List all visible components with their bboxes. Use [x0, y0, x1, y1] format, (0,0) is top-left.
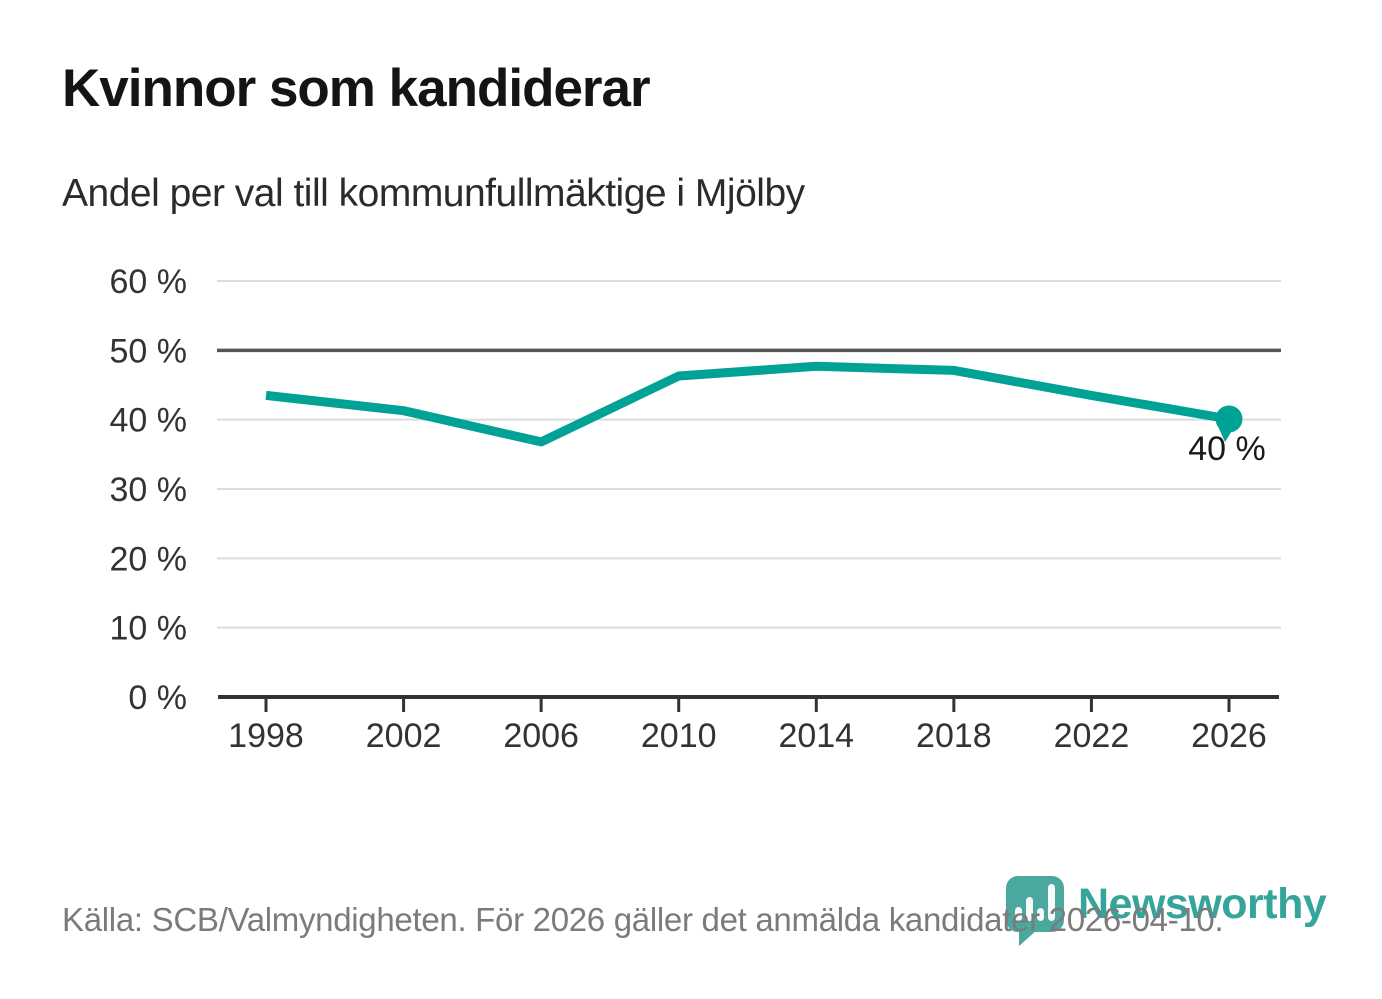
x-tick-label: 2026 [1191, 717, 1267, 755]
bar-glyph [1048, 884, 1055, 921]
x-tick-label: 2022 [1054, 717, 1130, 755]
y-tick-label: 60 % [110, 263, 188, 301]
y-tick-label: 40 % [110, 402, 188, 440]
x-tick-label: 2002 [366, 717, 442, 755]
bar-glyph [1015, 907, 1022, 921]
y-tick-label: 20 % [110, 540, 188, 578]
data-line [265, 361, 1230, 447]
newsworthy-logo: Newsworthy [1006, 874, 1336, 954]
chart-subtitle: Andel per val till kommunfullmäktige i M… [62, 172, 805, 215]
x-tick-label: 2010 [641, 717, 717, 755]
chart-title: Kvinnor som kandiderar [62, 59, 651, 118]
bar-glyph [1026, 897, 1033, 921]
x-tick-label: 2014 [778, 717, 854, 755]
source-note: Källa: SCB/Valmyndigheten. För 2026 gäll… [62, 901, 1224, 938]
x-tick-label: 2018 [916, 717, 992, 755]
end-point-label: 40 % [1188, 430, 1266, 468]
x-tick-label: 1998 [228, 717, 304, 755]
end-point-marker [1215, 405, 1243, 433]
y-tick-label: 50 % [110, 332, 188, 370]
y-tick-label: 30 % [110, 471, 188, 509]
newsworthy-bubble-barchart-icon [1006, 876, 1064, 946]
y-tick-label: 0 % [128, 679, 187, 717]
end-point-marker-tail [1217, 423, 1233, 442]
x-tick-label: 2006 [503, 717, 579, 755]
newsworthy-wordmark: Newsworthy [1078, 880, 1327, 928]
y-tick-label: 10 % [110, 610, 188, 648]
bar-glyph [1037, 908, 1044, 921]
